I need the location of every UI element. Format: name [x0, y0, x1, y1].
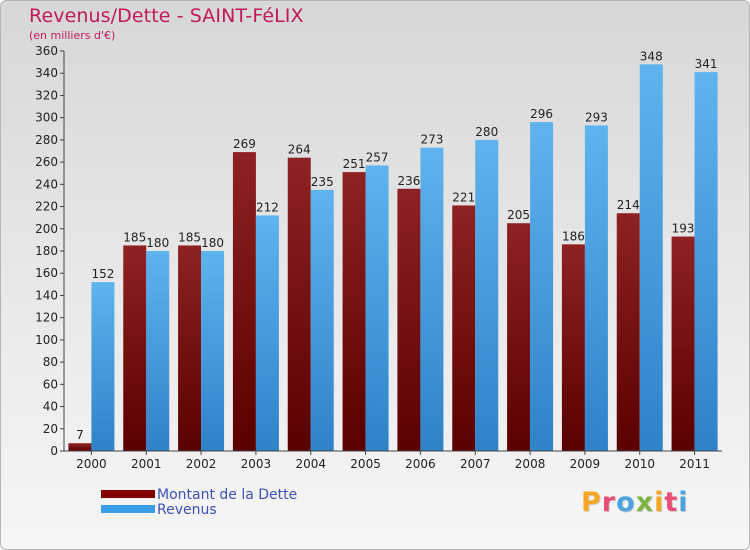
data-label-revenus-2009: 293 [585, 110, 608, 124]
data-label-revenus-2003: 212 [256, 200, 279, 214]
data-label-revenus-2008: 296 [530, 107, 553, 121]
y-tick-label: 40 [43, 400, 58, 414]
bar-debt-2002 [178, 245, 202, 451]
x-tick-label: 2011 [679, 457, 710, 471]
logo-letter: o [616, 487, 636, 518]
data-label-debt-2008: 205 [507, 208, 530, 222]
data-label-revenus-2011: 341 [695, 57, 718, 71]
logo-letter: i [678, 487, 689, 518]
logo-letter: t [664, 487, 679, 518]
y-tick-label: 320 [35, 88, 58, 102]
data-label-debt-2005: 251 [343, 157, 366, 171]
data-label-revenus-2004: 235 [311, 175, 334, 189]
bar-debt-2010 [616, 213, 640, 451]
data-label-revenus-2007: 280 [475, 125, 498, 139]
legend-label-debt: Montant de la Dette [157, 487, 298, 503]
bar-revenus-2007 [475, 139, 499, 451]
logo-letter: i [654, 487, 665, 518]
legend-swatch-revenus [101, 505, 155, 513]
bar-debt-2011 [671, 236, 695, 451]
legend-swatch-debt [101, 490, 155, 498]
y-tick-label: 220 [35, 200, 58, 214]
data-label-revenus-2010: 348 [640, 49, 663, 63]
y-tick-label: 240 [35, 177, 58, 191]
logo-letter: r [601, 487, 617, 518]
x-tick-label: 2006 [405, 457, 436, 471]
y-tick-label: 200 [35, 222, 58, 236]
data-label-revenus-2000: 152 [91, 267, 114, 281]
data-label-debt-2010: 214 [617, 198, 640, 212]
bar-debt-2003 [232, 152, 256, 451]
x-tick-label: 2010 [624, 457, 655, 471]
bar-debt-2004 [287, 157, 311, 451]
y-tick-label: 80 [43, 355, 58, 369]
data-label-revenus-2001: 180 [146, 236, 169, 250]
x-tick-label: 2001 [131, 457, 162, 471]
bar-revenus-2003 [255, 215, 279, 451]
x-tick-label: 2007 [460, 457, 491, 471]
y-tick-label: 160 [35, 266, 58, 280]
bar-revenus-2006 [420, 147, 444, 451]
chart-subtitle: (en milliers d'€) [29, 29, 116, 42]
data-label-debt-2001: 185 [123, 230, 146, 244]
x-tick-label: 2004 [295, 457, 326, 471]
y-tick-label: 180 [35, 244, 58, 258]
bar-debt-2008 [507, 223, 531, 451]
x-tick-label: 2003 [241, 457, 272, 471]
logo-letter: x [635, 487, 655, 518]
y-tick-label: 140 [35, 288, 58, 302]
data-label-revenus-2005: 257 [366, 150, 389, 164]
data-label-debt-2011: 193 [672, 222, 695, 236]
data-label-debt-2004: 264 [288, 143, 311, 157]
bar-debt-2005 [342, 172, 366, 451]
x-tick-label: 2000 [76, 457, 107, 471]
bar-revenus-2009 [584, 125, 608, 451]
data-label-debt-2009: 186 [562, 229, 585, 243]
bar-revenus-2010 [639, 64, 663, 452]
x-tick-label: 2002 [186, 457, 217, 471]
bar-debt-2001 [123, 245, 147, 451]
data-label-debt-2000: 7 [76, 428, 84, 442]
bar-revenus-2000 [91, 282, 115, 451]
data-label-revenus-2002: 180 [201, 236, 224, 250]
y-tick-label: 260 [35, 155, 58, 169]
bar-debt-2009 [561, 244, 585, 451]
y-tick-label: 340 [35, 66, 58, 80]
y-tick-label: 60 [43, 377, 58, 391]
bar-debt-2007 [452, 205, 476, 451]
bar-revenus-2005 [365, 165, 389, 451]
bar-revenus-2008 [530, 122, 554, 451]
data-label-revenus-2006: 273 [420, 133, 443, 147]
bar-revenus-2002 [201, 251, 225, 451]
x-tick-label: 2008 [515, 457, 546, 471]
bar-revenus-2001 [146, 251, 170, 451]
bar-debt-2006 [397, 188, 421, 451]
chart-title: Revenus/Dette - SAINT-FéLIX [29, 5, 304, 27]
data-label-debt-2006: 236 [397, 174, 420, 188]
y-tick-label: 20 [43, 422, 58, 436]
y-tick-label: 360 [35, 44, 58, 58]
proxiti-logo: Proxiti [581, 487, 689, 518]
y-tick-label: 0 [50, 444, 58, 458]
bar-debt-2000 [68, 443, 92, 451]
y-tick-label: 100 [35, 333, 58, 347]
legend-label-revenus: Revenus [157, 502, 217, 518]
data-label-debt-2007: 221 [452, 190, 475, 204]
data-label-debt-2003: 269 [233, 137, 256, 151]
y-tick-label: 120 [35, 311, 58, 325]
x-tick-label: 2009 [570, 457, 601, 471]
data-label-debt-2002: 185 [178, 230, 201, 244]
bar-revenus-2011 [694, 72, 718, 451]
bar-revenus-2004 [310, 189, 334, 451]
y-tick-label: 300 [35, 111, 58, 125]
y-tick-label: 280 [35, 133, 58, 147]
x-tick-label: 2005 [350, 457, 381, 471]
logo-letter: P [581, 487, 602, 518]
